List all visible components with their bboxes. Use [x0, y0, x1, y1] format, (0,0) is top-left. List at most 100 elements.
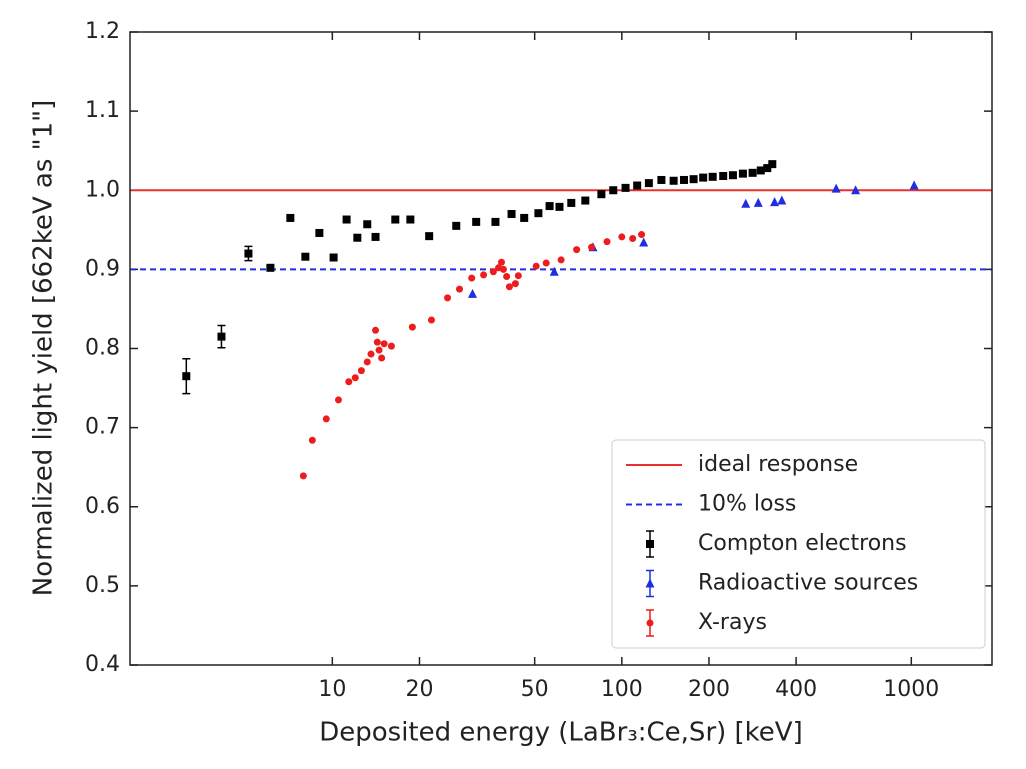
marker: [909, 180, 919, 190]
marker: [756, 166, 765, 175]
marker: [334, 396, 342, 404]
marker: [491, 217, 500, 226]
marker: [357, 367, 365, 375]
marker: [345, 378, 353, 386]
y-tick-label: 0.7: [85, 415, 120, 440]
marker: [567, 198, 576, 207]
marker: [708, 172, 717, 181]
marker: [777, 195, 787, 205]
marker: [342, 215, 351, 224]
marker: [425, 232, 434, 241]
marker: [503, 272, 511, 280]
marker: [468, 274, 476, 282]
marker: [689, 175, 698, 184]
x-tick-label: 1000: [883, 677, 939, 702]
legend-label: Radioactive sources: [698, 571, 918, 596]
marker: [618, 233, 626, 241]
marker: [581, 196, 590, 205]
marker: [363, 220, 372, 229]
marker: [851, 185, 861, 195]
y-tick-label: 1.1: [85, 98, 120, 123]
marker: [753, 197, 763, 207]
marker: [351, 374, 359, 382]
marker: [669, 176, 678, 185]
x-tick-label: 100: [601, 677, 643, 702]
marker: [472, 217, 481, 226]
marker: [532, 262, 540, 270]
legend-marker: [646, 540, 654, 548]
marker: [244, 249, 253, 258]
marker: [505, 283, 513, 291]
marker: [387, 342, 395, 350]
marker: [371, 232, 380, 241]
marker: [741, 198, 751, 208]
marker: [603, 238, 611, 246]
marker: [308, 436, 316, 444]
marker: [549, 266, 559, 276]
marker: [266, 263, 275, 272]
x-tick-label: 10: [318, 677, 346, 702]
marker: [831, 183, 841, 193]
marker: [375, 346, 383, 354]
marker: [329, 253, 338, 262]
marker: [408, 323, 416, 331]
marker: [638, 231, 646, 239]
marker: [657, 175, 666, 184]
x-tick-label: 200: [688, 677, 730, 702]
marker: [633, 181, 642, 190]
marker: [367, 350, 375, 358]
marker: [456, 285, 464, 293]
marker: [748, 168, 757, 177]
y-tick-label: 1.0: [85, 177, 120, 202]
y-tick-label: 0.6: [85, 494, 120, 519]
y-tick-label: 1.2: [85, 19, 120, 44]
marker: [286, 213, 295, 222]
marker: [511, 280, 519, 288]
marker: [182, 372, 191, 381]
y-tick-label: 0.4: [85, 652, 120, 677]
marker: [514, 272, 522, 280]
marker: [719, 172, 728, 181]
marker: [378, 354, 386, 362]
marker: [322, 415, 330, 423]
marker: [728, 171, 737, 180]
legend-marker: [645, 578, 655, 588]
marker: [373, 338, 381, 346]
marker: [644, 179, 653, 188]
marker: [489, 268, 497, 276]
y-tick-label: 0.8: [85, 336, 120, 361]
marker: [391, 215, 400, 224]
marker: [763, 164, 772, 173]
plot-frame: [129, 31, 993, 666]
marker: [507, 209, 516, 218]
marker: [217, 332, 226, 341]
marker: [372, 326, 380, 334]
marker: [699, 173, 708, 182]
marker: [545, 202, 554, 211]
legend-box: [611, 439, 986, 649]
marker: [770, 197, 780, 207]
legend-label: X-rays: [698, 610, 767, 635]
x-tick-label: 20: [405, 677, 433, 702]
x-axis-label: Deposited energy (LaBr₃:Ce,Sr) [keV]: [319, 718, 803, 748]
marker: [406, 215, 415, 224]
marker: [609, 186, 618, 195]
marker: [444, 294, 452, 302]
marker: [452, 221, 461, 230]
y-axis-label: Normalized light yield [662keV as "1"]: [29, 100, 59, 597]
marker: [621, 183, 630, 192]
y-tick-label: 0.5: [85, 573, 120, 598]
legend-marker: [646, 619, 654, 627]
marker: [363, 358, 371, 366]
y-tick-label: 0.9: [85, 256, 120, 281]
marker: [597, 190, 606, 199]
marker: [353, 233, 362, 242]
marker: [520, 213, 529, 222]
marker: [315, 228, 324, 237]
legend-label: 10% loss: [698, 492, 796, 517]
marker: [380, 340, 388, 348]
legend-label: ideal response: [698, 452, 858, 477]
marker: [468, 288, 478, 298]
